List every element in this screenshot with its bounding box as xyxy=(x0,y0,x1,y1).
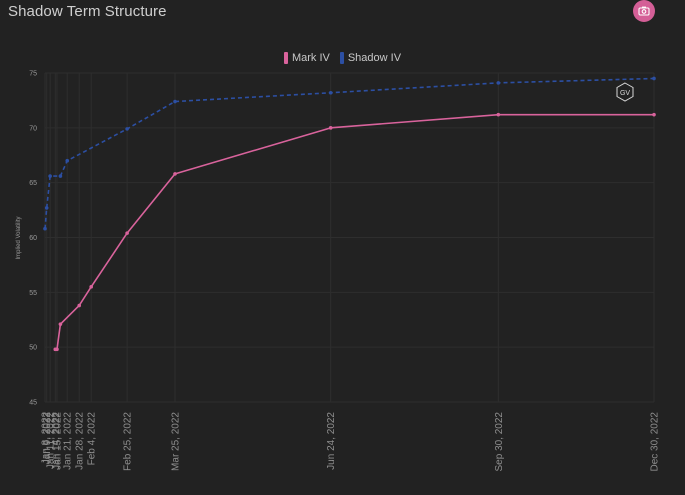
y-tick-label: 70 xyxy=(29,125,37,132)
x-tick-label: Jan 11, 2022 xyxy=(46,412,57,470)
data-point-mark xyxy=(173,172,177,176)
x-tick-label: Sep 30, 2022 xyxy=(494,412,505,472)
data-point-shadow xyxy=(48,174,52,178)
x-tick-label: Jan 21, 2022 xyxy=(63,412,74,470)
legend-label-shadow: Shadow IV xyxy=(347,52,402,64)
x-tick-label: Jan 9, 2022 xyxy=(42,412,53,465)
data-point-mark xyxy=(652,112,656,117)
data-point-mark xyxy=(328,126,333,130)
data-point-shadow xyxy=(65,158,70,163)
y-tick-label: 75 xyxy=(29,71,37,78)
data-point-mark xyxy=(77,303,82,308)
x-tick-label: Jan 15, 2022 xyxy=(52,412,63,470)
legend-label-mark: Mark IV xyxy=(291,52,330,64)
data-point-shadow xyxy=(173,99,177,104)
x-tick-label: Jun 24, 2022 xyxy=(326,412,337,470)
data-point-shadow xyxy=(43,226,47,231)
camera-icon xyxy=(638,6,650,16)
x-tick-label: Feb 25, 2022 xyxy=(123,412,134,471)
data-point-shadow xyxy=(125,127,129,131)
x-tick-label: Dec 30, 2022 xyxy=(650,412,661,472)
series-line-shadow xyxy=(44,77,655,229)
data-point-shadow xyxy=(44,206,49,210)
series-line-mark xyxy=(55,113,654,351)
x-tick-label: Jan 8, 2022 xyxy=(41,412,52,465)
data-point-mark xyxy=(89,285,93,289)
y-tick-label: 45 xyxy=(29,400,37,407)
chart-legend: Mark IV Shadow IV xyxy=(0,52,685,64)
data-point-shadow xyxy=(652,76,656,81)
hexagon-logo-icon xyxy=(616,82,634,102)
watermark-text: GV xyxy=(620,90,630,97)
camera-button[interactable] xyxy=(633,0,655,22)
y-tick-label: 50 xyxy=(29,345,37,352)
legend-item-shadow[interactable]: Shadow IV xyxy=(339,52,402,64)
data-point-shadow xyxy=(496,81,501,85)
data-point-mark xyxy=(55,347,59,352)
y-tick-label: 55 xyxy=(29,290,37,297)
y-tick-label: 65 xyxy=(29,180,37,187)
chart-grid xyxy=(44,72,655,403)
data-point-shadow xyxy=(328,90,333,95)
x-tick-label: Jan 14, 2022 xyxy=(51,412,62,470)
data-point-mark xyxy=(58,322,63,326)
x-tick-label: Mar 25, 2022 xyxy=(171,412,182,471)
data-point-mark xyxy=(496,112,501,117)
watermark-logo: GV xyxy=(616,82,634,102)
data-point-shadow xyxy=(58,174,63,178)
legend-item-mark[interactable]: Mark IV xyxy=(283,52,330,64)
y-tick-label: 60 xyxy=(29,235,37,242)
legend-swatch-shadow xyxy=(339,52,344,64)
y-axis-ticks: 45 50 55 60 65 70 75 xyxy=(29,71,37,407)
chart-series xyxy=(43,76,656,352)
x-tick-label: Jan 28, 2022 xyxy=(75,412,86,470)
legend-swatch-mark xyxy=(283,52,288,64)
y-axis-label: Implied Volatility xyxy=(16,216,22,259)
page-title: Shadow Term Structure xyxy=(8,3,167,20)
x-tick-label: Feb 4, 2022 xyxy=(87,412,98,466)
data-point-mark xyxy=(125,231,129,235)
